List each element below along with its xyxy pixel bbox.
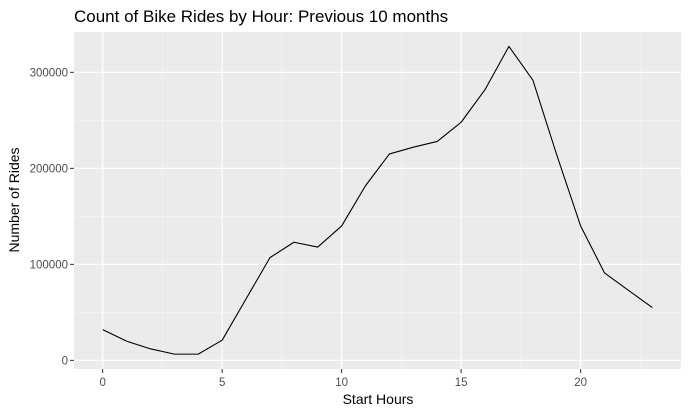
x-tick-label: 5 (219, 377, 225, 389)
x-tick-label: 20 (574, 377, 587, 389)
plot-panel (74, 32, 681, 369)
x-tick-label: 15 (455, 377, 468, 389)
chart-title: Count of Bike Rides by Hour: Previous 10… (74, 7, 448, 26)
series-group (102, 45, 653, 355)
series-line (102, 45, 653, 355)
y-axis-title: Number of Rides (6, 147, 22, 252)
y-tick-label: 100000 (30, 259, 68, 271)
minor-grid (74, 32, 681, 369)
y-axis: 0 100000 200000 300000 (30, 67, 74, 367)
y-tick-label: 300000 (30, 67, 68, 79)
x-tick-label: 10 (335, 377, 348, 389)
y-tick-label: 200000 (30, 163, 68, 175)
y-tick-label: 0 (62, 355, 68, 367)
x-tick-label: 0 (99, 377, 105, 389)
x-axis-title: Start Hours (343, 391, 414, 407)
major-grid (74, 32, 681, 369)
x-axis: 0 5 10 15 20 (99, 369, 587, 389)
